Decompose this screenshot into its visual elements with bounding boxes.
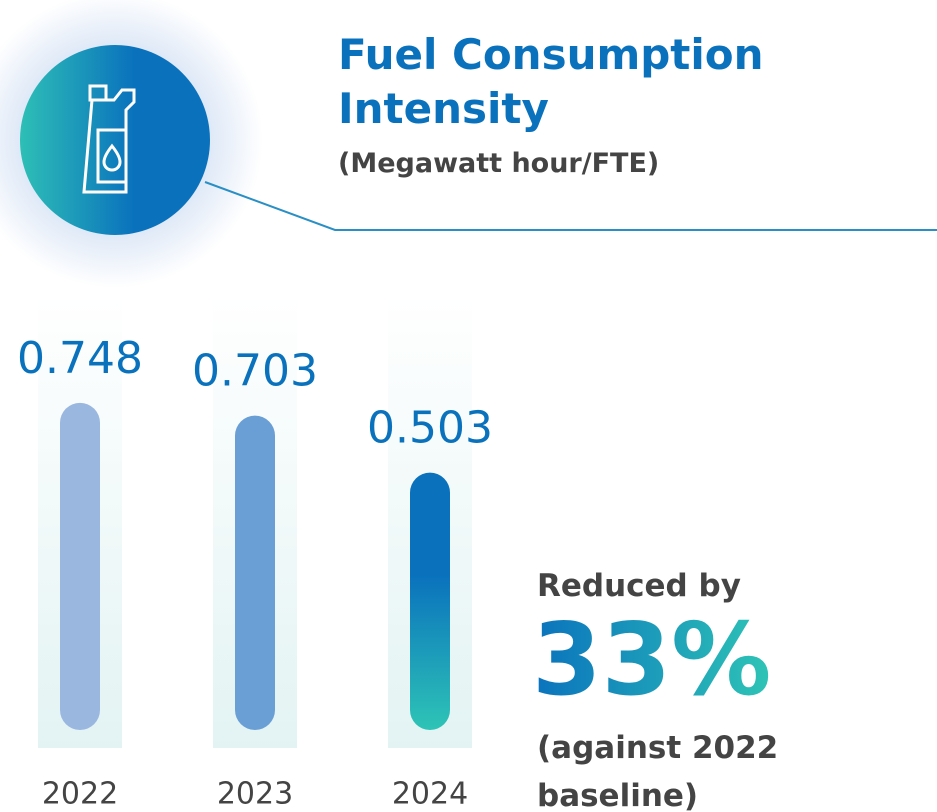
bar xyxy=(235,415,275,730)
value-label: 0.748 xyxy=(17,333,143,384)
chart-subtitle: (Megawatt hour/FTE) xyxy=(338,148,660,179)
plot-area: 0.748 2022 0.703 2023 0.503 2024 xyxy=(17,295,493,812)
fuel-icon xyxy=(82,84,136,194)
x-tick-label: 2024 xyxy=(392,777,468,812)
icon-circle xyxy=(20,45,210,235)
chart-title: Fuel Consumption Intensity xyxy=(338,30,764,133)
bar xyxy=(60,402,100,730)
annotation: (against 2022 baseline) xyxy=(537,730,779,812)
bar xyxy=(410,472,450,730)
connector-line xyxy=(204,181,937,231)
x-tick-label: 2022 xyxy=(42,777,118,812)
value-label: 0.503 xyxy=(367,403,493,454)
annotation: Reduced by xyxy=(537,568,741,604)
x-tick-label: 2023 xyxy=(217,777,293,812)
annotation-highlight: 33% xyxy=(532,601,772,718)
value-label: 0.703 xyxy=(192,346,318,397)
